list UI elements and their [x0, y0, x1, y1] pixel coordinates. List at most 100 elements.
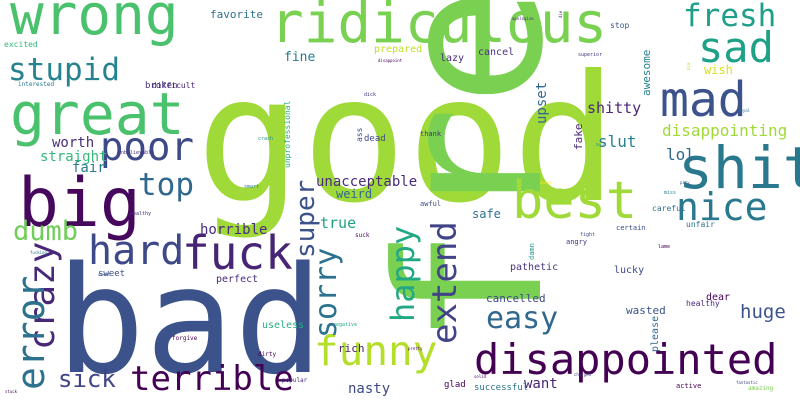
word-fucking: fucking [30, 250, 47, 255]
word-pathetic: pathetic [510, 262, 558, 273]
word-weird: weird [336, 187, 372, 201]
word-awful: awful [420, 200, 441, 208]
word-sorry: sorry [309, 248, 344, 338]
word-nice: nice [676, 185, 768, 229]
word-shitty: shitty [587, 99, 641, 117]
word-error: error [9, 276, 53, 390]
word-unbelievable: unbelievable [118, 150, 154, 156]
word-stop: stop [610, 21, 629, 30]
word-forgive: forgive [172, 335, 198, 342]
word-unacceptable: unacceptable [316, 174, 417, 190]
word-stupid: stupid [8, 52, 120, 88]
word-difficult: difficult [152, 81, 196, 90]
word-wasted: wasted [626, 304, 666, 317]
word-negative: negative [333, 322, 357, 328]
word-terrible: terrible [130, 359, 294, 399]
word-lol: lol [666, 145, 695, 164]
word-favorite: favorite [210, 8, 263, 21]
word-perfect: perfect [216, 274, 258, 285]
word-smart: smart [244, 184, 259, 190]
word-unprofessional: unprofessional [283, 100, 292, 168]
word-true: true [320, 214, 356, 232]
word-best: best [512, 171, 637, 231]
word-crazy: crazy [22, 242, 63, 350]
word-fine: fine [284, 50, 315, 65]
word-sick: sick [58, 365, 116, 393]
word-dirty: dirty [258, 351, 276, 358]
word-please: please [650, 316, 661, 352]
word-active: active [676, 382, 701, 390]
word-charged: charged [574, 372, 591, 377]
word-extend: extend [425, 221, 465, 344]
word-certain: certain [616, 224, 646, 232]
word-sweet: sweet [98, 269, 125, 279]
word-disappoint: disappoint [378, 58, 403, 63]
word-want: want [524, 376, 558, 392]
word-happy: happy [384, 226, 422, 322]
word-hard: hard [88, 228, 184, 274]
word-careful: careful [652, 204, 686, 213]
word-healthy: healthy [686, 299, 720, 308]
word-fake: fake [572, 124, 585, 151]
word-lazy: lazy [440, 53, 464, 64]
word-wish: wish [704, 63, 733, 77]
word-suck: suck [355, 232, 370, 239]
word-dumb: dumb [13, 216, 78, 247]
word-dick: dick [364, 92, 376, 98]
word-ridiculous: ridiculous [270, 0, 607, 56]
word-superior: superior [578, 52, 602, 58]
word-poor: poor [100, 125, 194, 170]
word-popular: popular [282, 377, 308, 384]
word-fantastic: fantastic [736, 380, 758, 385]
word-thank: thank [420, 130, 442, 138]
word-useless: useless [262, 320, 304, 331]
word-nasty: nasty [348, 381, 390, 397]
word-cancel: cancel [478, 47, 514, 58]
word-top: top [138, 167, 194, 203]
word-straight: straight [40, 149, 107, 165]
word-pity: pity [680, 180, 690, 185]
word-damn: damn [528, 243, 536, 260]
word-glad: glad [444, 380, 466, 390]
word-wealthy: wealthy [130, 211, 151, 217]
word-awesome: awesome [640, 50, 653, 96]
word-angry: angry [566, 238, 587, 246]
word-shit: shit [678, 134, 800, 202]
word-good: good [196, 39, 617, 242]
word-ass: ass [355, 127, 364, 142]
word-free: free [355, 0, 588, 347]
word-lame: lame [658, 244, 670, 250]
word-pretty: pretty [408, 346, 423, 351]
word-sad: sad [698, 23, 774, 72]
word-bad: bad [56, 235, 323, 400]
word-unfair: unfair [686, 220, 715, 229]
word-loyal: loyal [738, 108, 751, 113]
word-miss: miss [664, 190, 676, 196]
word-cancelled: cancelled [486, 292, 546, 305]
word-apologize: apologize [512, 16, 534, 21]
word-help: help [596, 142, 606, 147]
word-prepared: prepared [374, 44, 422, 55]
word-rich: rich [338, 342, 365, 355]
word-dead: dead [364, 134, 386, 144]
word-honor: honor [540, 180, 553, 185]
word-interested: interested [18, 81, 55, 88]
word-great: great [10, 80, 185, 148]
word-disappointing: disappointing [662, 121, 787, 140]
word-disappointed: disappointed [474, 335, 777, 384]
word-solid: solid [474, 374, 487, 379]
word-safe: safe [472, 207, 501, 221]
word-big: big [18, 164, 141, 243]
word-successful: successful [474, 383, 528, 393]
word-excited: excited [4, 40, 38, 49]
word-stuck: stuck [5, 389, 18, 394]
word-horrible: horrible [200, 222, 267, 238]
word-wrong: wrong [10, 0, 179, 48]
word-huge: huge [740, 301, 786, 323]
word-slut: slut [598, 132, 637, 151]
word-dear: dear [706, 292, 730, 303]
word-amazing: amazing [748, 385, 774, 392]
word-mad: mad [660, 72, 747, 128]
